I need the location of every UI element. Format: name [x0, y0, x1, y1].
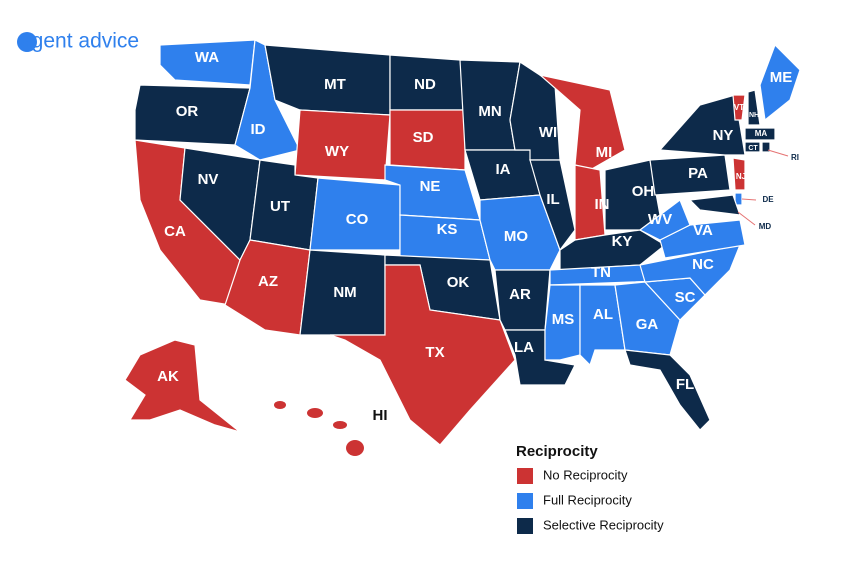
state-label: MN	[478, 103, 501, 120]
state-label: NV	[198, 171, 219, 188]
state-label: MS	[552, 311, 575, 328]
state-label: GA	[636, 316, 659, 333]
state-label: NH	[749, 112, 759, 119]
state	[509, 60, 561, 161]
state	[761, 141, 771, 153]
leader-line	[767, 149, 789, 157]
state-label: PA	[688, 165, 708, 182]
state-label: VA	[693, 222, 713, 239]
state	[307, 408, 323, 418]
state-label: WV	[648, 211, 672, 228]
state	[649, 154, 731, 196]
legend-swatch	[517, 518, 533, 534]
state	[744, 127, 776, 141]
leader-line	[737, 211, 756, 226]
state-label: AZ	[258, 273, 278, 290]
state-label: MT	[324, 76, 346, 93]
state-label: AR	[509, 286, 531, 303]
leader-line	[741, 198, 757, 201]
state-label: SD	[413, 129, 434, 146]
state-label: CA	[164, 223, 186, 240]
state-label: WI	[539, 124, 557, 141]
state	[624, 349, 711, 431]
state-label: MO	[504, 228, 528, 245]
state-label: OH	[632, 183, 655, 200]
state-label: NE	[420, 178, 441, 195]
state-label: AK	[157, 368, 179, 385]
state-label: ME	[770, 69, 793, 86]
state	[732, 94, 746, 121]
state-label: MI	[596, 144, 613, 161]
state-label: FL	[676, 376, 694, 393]
legend-swatch	[517, 468, 533, 484]
state	[744, 141, 761, 153]
state-label: IA	[496, 161, 511, 178]
state	[346, 440, 364, 456]
state-label: OR	[176, 103, 199, 120]
state-label: KY	[612, 233, 633, 250]
state-label: SC	[675, 289, 696, 306]
state	[529, 159, 576, 252]
state-label: MD	[759, 222, 772, 231]
state-label: IL	[546, 191, 559, 208]
state-label: WY	[325, 143, 349, 160]
state-label: TX	[425, 344, 444, 361]
state	[638, 199, 691, 241]
state	[759, 43, 801, 122]
legend-label: No Reciprocity	[543, 467, 628, 482]
legend-title: Reciprocity	[516, 443, 598, 460]
state-label: CO	[346, 211, 369, 228]
state-label: LA	[514, 339, 534, 356]
state-label: CT	[748, 145, 758, 152]
state	[124, 339, 241, 433]
state-label: TN	[591, 264, 611, 281]
legend-label: Selective Reciprocity	[543, 517, 664, 532]
state-label: VT	[734, 103, 744, 112]
state	[747, 89, 761, 126]
state-label: UT	[270, 198, 290, 215]
state-label: KS	[437, 221, 458, 238]
logo-mark	[17, 32, 37, 52]
state-label: NC	[692, 256, 714, 273]
state	[159, 39, 256, 86]
state-label: IN	[595, 196, 610, 213]
state	[274, 401, 286, 409]
state-label: NJ	[736, 172, 746, 181]
legend-label: Full Reciprocity	[543, 492, 632, 507]
state	[333, 421, 347, 429]
state	[732, 157, 746, 191]
state-label: DE	[762, 195, 774, 204]
state	[688, 194, 741, 216]
state-label: NY	[713, 127, 734, 144]
state-label: MA	[755, 129, 768, 138]
state	[134, 84, 251, 146]
state-label: ID	[251, 121, 266, 138]
state-label: AL	[593, 306, 613, 323]
state-label: OK	[447, 274, 470, 291]
state	[329, 264, 516, 446]
state-label: WA	[195, 49, 219, 66]
state-label: NM	[333, 284, 356, 301]
state-label: HI	[373, 407, 388, 424]
state	[614, 281, 681, 356]
legend-swatch	[517, 493, 533, 509]
state-label: ND	[414, 76, 436, 93]
state-label: RI	[791, 153, 799, 162]
state	[658, 94, 746, 156]
logo: agent advice	[20, 30, 139, 53]
